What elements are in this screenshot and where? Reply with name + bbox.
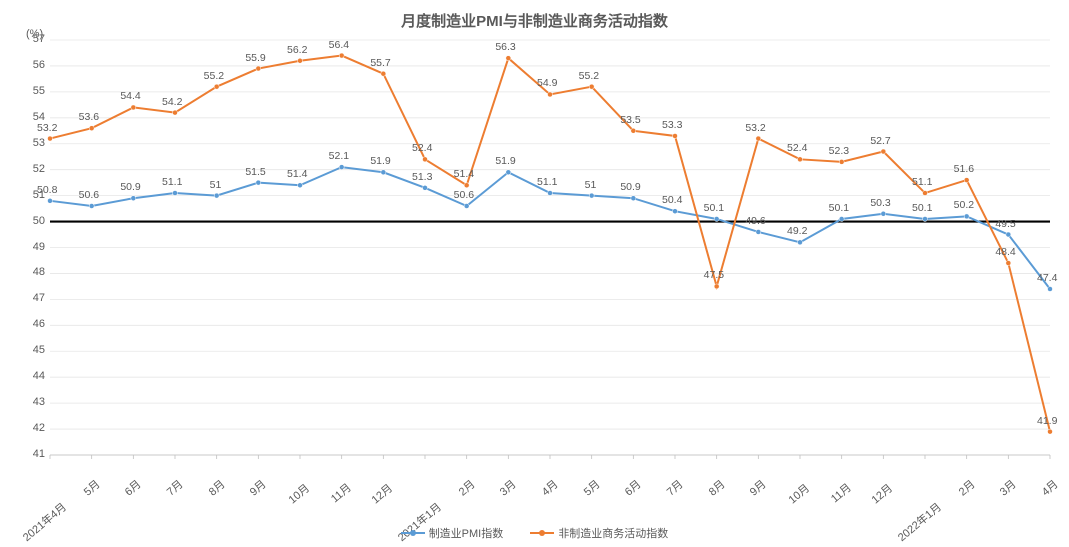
data-label: 56.2 [287, 44, 307, 56]
data-label: 47.5 [704, 269, 724, 281]
data-label: 52.4 [787, 142, 807, 154]
legend-line-icon [401, 532, 425, 534]
legend-item-pmi: 制造业PMI指数 [401, 525, 504, 541]
data-label: 53.2 [37, 122, 57, 134]
data-label: 50.6 [454, 189, 474, 201]
data-label: 51.9 [495, 155, 515, 167]
data-label: 50.9 [620, 181, 640, 193]
data-label: 55.2 [204, 70, 224, 82]
data-label: 51.1 [162, 176, 182, 188]
data-label: 47.4 [1037, 272, 1057, 284]
y-tick: 45 [20, 344, 45, 356]
y-tick: 50 [20, 215, 45, 227]
data-label: 52.7 [870, 135, 890, 147]
data-label: 49.5 [995, 218, 1015, 230]
data-label: 53.5 [620, 114, 640, 126]
data-label: 51.9 [370, 155, 390, 167]
y-tick: 43 [20, 396, 45, 408]
legend-line-icon [530, 532, 554, 534]
data-label: 53.6 [79, 111, 99, 123]
data-label: 49.6 [745, 215, 765, 227]
data-label: 50.4 [662, 194, 682, 206]
data-label: 50.6 [79, 189, 99, 201]
legend: 制造业PMI指数 非制造业商务活动指数 [0, 525, 1069, 541]
data-label: 51.1 [912, 176, 932, 188]
data-label: 50.1 [912, 202, 932, 214]
data-label: 54.9 [537, 77, 557, 89]
data-label: 50.9 [120, 181, 140, 193]
y-tick: 49 [20, 241, 45, 253]
data-label: 51.4 [287, 168, 307, 180]
data-label: 51.6 [954, 163, 974, 175]
y-tick: 56 [20, 59, 45, 71]
y-tick: 55 [20, 85, 45, 97]
data-label: 54.4 [120, 90, 140, 102]
data-label: 52.1 [329, 150, 349, 162]
data-label: 51.5 [245, 166, 265, 178]
data-label: 49.2 [787, 225, 807, 237]
data-label: 53.2 [745, 122, 765, 134]
legend-label-pmi: 制造业PMI指数 [429, 525, 504, 541]
data-label: 52.3 [829, 145, 849, 157]
y-tick: 53 [20, 137, 45, 149]
data-label: 55.9 [245, 52, 265, 64]
chart-container: 月度制造业PMI与非制造业商务活动指数 (%) 4142434445464748… [0, 0, 1069, 547]
data-label: 56.3 [495, 41, 515, 53]
data-label: 51.1 [537, 176, 557, 188]
data-label: 51 [210, 179, 222, 191]
data-label: 50.8 [37, 184, 57, 196]
y-tick: 44 [20, 370, 45, 382]
data-label: 41.9 [1037, 415, 1057, 427]
chart-plot [0, 0, 1069, 547]
y-tick: 47 [20, 292, 45, 304]
y-tick: 52 [20, 163, 45, 175]
data-label: 55.7 [370, 57, 390, 69]
data-label: 50.2 [954, 199, 974, 211]
data-label: 51.4 [454, 168, 474, 180]
y-tick: 57 [20, 33, 45, 45]
y-tick: 41 [20, 448, 45, 460]
data-label: 53.3 [662, 119, 682, 131]
data-label: 51 [585, 179, 597, 191]
y-tick: 48 [20, 266, 45, 278]
data-label: 51.3 [412, 171, 432, 183]
data-label: 50.3 [870, 197, 890, 209]
data-label: 48.4 [995, 246, 1015, 258]
data-label: 50.1 [704, 202, 724, 214]
legend-label-nonmfg: 非制造业商务活动指数 [558, 525, 668, 541]
data-label: 56.4 [329, 39, 349, 51]
data-label: 52.4 [412, 142, 432, 154]
y-tick: 42 [20, 422, 45, 434]
data-label: 50.1 [829, 202, 849, 214]
data-label: 54.2 [162, 96, 182, 108]
y-tick: 46 [20, 318, 45, 330]
data-label: 55.2 [579, 70, 599, 82]
legend-item-nonmfg: 非制造业商务活动指数 [530, 525, 668, 541]
